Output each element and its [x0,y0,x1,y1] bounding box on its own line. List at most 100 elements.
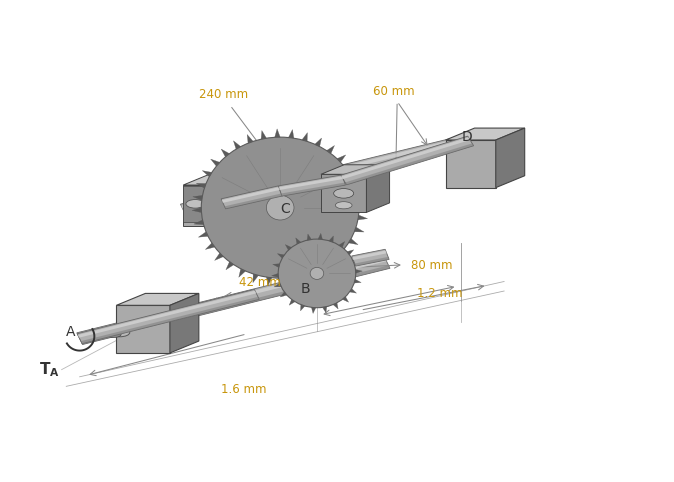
Polygon shape [321,165,390,174]
Polygon shape [337,155,346,162]
Polygon shape [198,232,208,237]
Polygon shape [294,276,299,285]
Polygon shape [302,133,307,141]
Polygon shape [272,273,278,277]
Polygon shape [333,303,338,309]
Polygon shape [170,294,199,353]
Polygon shape [280,278,286,286]
Polygon shape [353,260,360,264]
Polygon shape [319,266,327,275]
Polygon shape [78,291,256,338]
Text: 1.6 mm: 1.6 mm [220,383,266,396]
Polygon shape [341,136,474,185]
Text: 1.2 mm: 1.2 mm [417,287,463,300]
Polygon shape [183,185,230,226]
Polygon shape [355,257,389,266]
Polygon shape [274,283,281,287]
Polygon shape [194,220,204,225]
Polygon shape [226,262,234,270]
Polygon shape [214,253,224,260]
Polygon shape [253,274,258,282]
Text: 42 mm: 42 mm [239,276,281,289]
Polygon shape [446,140,496,187]
Polygon shape [224,193,282,209]
Polygon shape [367,165,390,213]
Text: C: C [280,202,290,216]
Ellipse shape [186,200,205,208]
Polygon shape [359,203,369,208]
Ellipse shape [310,268,324,280]
Polygon shape [183,186,207,222]
Polygon shape [202,171,212,177]
Polygon shape [181,134,477,209]
Polygon shape [206,243,215,250]
Text: B: B [301,282,310,296]
Polygon shape [211,159,220,166]
Polygon shape [279,176,343,190]
Polygon shape [339,241,344,247]
Polygon shape [301,305,305,311]
Ellipse shape [334,188,354,198]
Polygon shape [261,131,266,139]
Ellipse shape [266,195,294,220]
Polygon shape [221,186,282,209]
Polygon shape [278,254,284,258]
Polygon shape [352,249,389,266]
Polygon shape [183,175,254,185]
Polygon shape [311,308,316,313]
Text: 60 mm: 60 mm [373,85,415,98]
Text: 240 mm: 240 mm [199,88,248,101]
Polygon shape [222,187,280,203]
Polygon shape [185,142,480,216]
Text: A: A [65,324,75,338]
Polygon shape [281,183,345,196]
Polygon shape [496,128,524,187]
Polygon shape [353,251,387,260]
Polygon shape [348,239,358,245]
Polygon shape [81,266,390,345]
Ellipse shape [278,239,356,308]
Polygon shape [342,296,348,302]
Polygon shape [446,128,524,140]
Ellipse shape [110,328,130,337]
Polygon shape [318,233,322,240]
Text: D: D [462,130,472,144]
Polygon shape [266,277,272,286]
Polygon shape [280,292,287,297]
Polygon shape [307,272,313,281]
Polygon shape [358,215,367,220]
Polygon shape [331,258,339,266]
Polygon shape [342,137,470,179]
Ellipse shape [336,201,352,209]
Polygon shape [221,149,229,157]
Polygon shape [285,244,292,250]
Polygon shape [346,166,355,173]
Polygon shape [77,256,390,345]
Polygon shape [350,289,357,293]
Polygon shape [355,227,364,232]
Polygon shape [307,234,311,240]
Polygon shape [81,297,259,344]
Polygon shape [247,134,253,143]
Polygon shape [193,195,202,201]
Polygon shape [340,249,350,256]
Polygon shape [289,299,295,305]
Polygon shape [357,190,367,195]
Polygon shape [345,143,474,185]
Polygon shape [322,307,327,313]
Polygon shape [355,269,363,273]
Polygon shape [117,294,199,305]
Polygon shape [353,178,362,184]
Polygon shape [117,305,170,353]
Polygon shape [326,146,334,154]
Polygon shape [278,175,345,196]
Polygon shape [230,175,254,226]
Polygon shape [192,208,202,213]
Polygon shape [354,279,361,283]
Polygon shape [239,269,245,277]
Polygon shape [233,141,241,149]
Polygon shape [78,289,259,344]
Text: 80 mm: 80 mm [410,259,452,272]
Polygon shape [196,183,206,188]
Ellipse shape [106,331,121,337]
